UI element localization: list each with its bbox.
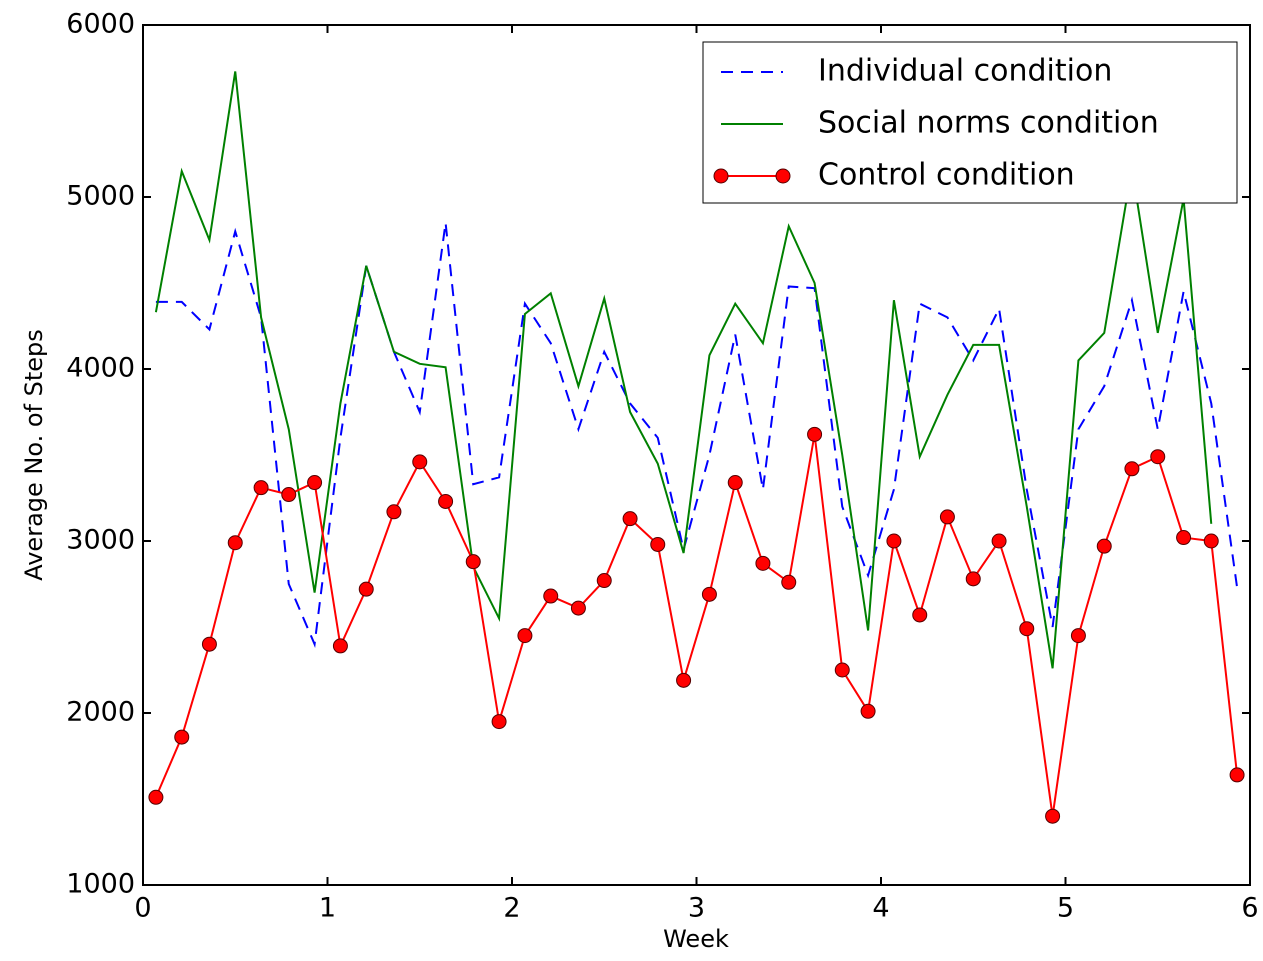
legend-marker [713, 168, 729, 184]
series-line [155, 222, 1239, 648]
marker [543, 588, 559, 604]
x-tick-label: 5 [1057, 893, 1074, 924]
marker [939, 509, 955, 525]
marker [281, 487, 297, 503]
marker [650, 536, 666, 552]
marker [491, 714, 507, 730]
legend-label: Individual condition [818, 54, 1112, 89]
x-tick-label: 6 [1241, 893, 1258, 924]
marker [596, 573, 612, 589]
y-tick-label: 4000 [66, 353, 135, 384]
x-tick-label: 1 [319, 893, 336, 924]
series-line [154, 71, 1213, 669]
marker [1203, 533, 1219, 549]
marker [727, 475, 743, 491]
marker [676, 672, 692, 688]
marker [622, 511, 638, 527]
marker [412, 454, 428, 470]
marker [517, 628, 533, 644]
x-tick-label: 2 [503, 893, 520, 924]
marker [1070, 628, 1086, 644]
x-tick-label: 0 [134, 893, 151, 924]
marker [701, 586, 717, 602]
y-tick-label: 1000 [66, 869, 135, 900]
x-axis-label: Week [663, 925, 729, 953]
marker [386, 504, 402, 520]
legend-marker [775, 168, 791, 184]
marker [991, 533, 1007, 549]
legend-label: Control condition [818, 158, 1075, 193]
marker [174, 729, 190, 745]
marker [1176, 530, 1192, 546]
y-tick-label: 2000 [66, 697, 135, 728]
marker [807, 426, 823, 442]
legend-box [702, 41, 1238, 204]
marker [201, 636, 217, 652]
marker [886, 533, 902, 549]
marker [570, 600, 586, 616]
marker [1096, 538, 1112, 554]
y-axis-label: Average No. of Steps [20, 329, 48, 581]
x-tick-label: 4 [872, 893, 889, 924]
marker [227, 535, 243, 551]
marker [358, 581, 374, 597]
marker [332, 638, 348, 654]
x-tick-label: 3 [688, 893, 705, 924]
marker [1229, 767, 1245, 783]
marker [781, 574, 797, 590]
marker [465, 554, 481, 570]
marker [834, 662, 850, 678]
marker [253, 480, 269, 496]
marker [1150, 449, 1166, 465]
y-tick-label: 3000 [66, 525, 135, 556]
y-tick-label: 6000 [66, 9, 135, 40]
marker [307, 475, 323, 491]
marker [1019, 621, 1035, 637]
marker [1045, 808, 1061, 824]
series-line [154, 434, 1239, 817]
marker [912, 607, 928, 623]
y-tick-label: 5000 [66, 181, 135, 212]
marker [860, 703, 876, 719]
marker [438, 493, 454, 509]
marker [1124, 461, 1140, 477]
marker [148, 789, 164, 805]
legend-label: Social norms condition [818, 106, 1159, 141]
marker [755, 555, 771, 571]
marker [965, 571, 981, 587]
